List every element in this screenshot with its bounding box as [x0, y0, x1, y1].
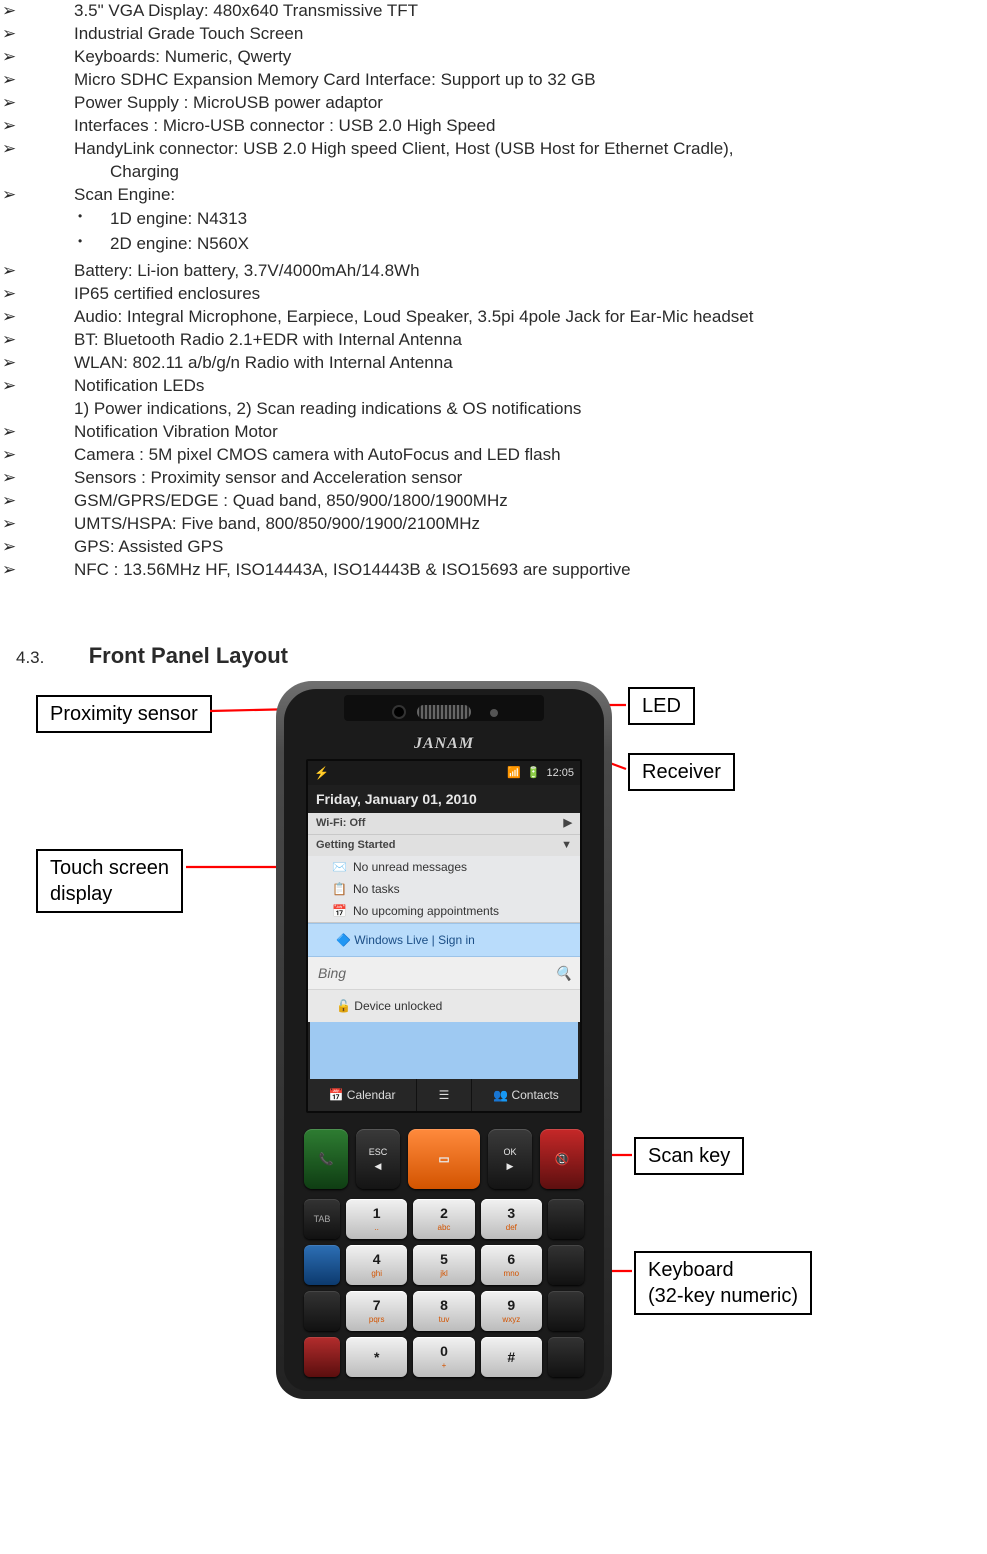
spec-item: ➢GSM/GPRS/EDGE : Quad band, 850/900/1800… — [0, 490, 987, 513]
num-key: 5jkl — [413, 1245, 474, 1285]
spec-item: ➢Micro SDHC Expansion Memory Card Interf… — [0, 69, 987, 92]
battery-icon: 🔋 — [527, 766, 541, 781]
spec-item: ➢NFC : 13.56MHz HF, ISO14443A, ISO14443B… — [0, 559, 987, 582]
side-key — [548, 1199, 584, 1239]
num-key: 7pqrs — [346, 1291, 407, 1331]
callout-keyboard: Keyboard (32-key numeric) — [634, 1251, 812, 1315]
esc-key: ESC◀ — [356, 1129, 400, 1189]
softkey-right: 👥 Contacts — [472, 1079, 580, 1111]
spec-item: ➢UMTS/HSPA: Five band, 800/850/900/1900/… — [0, 513, 987, 536]
spec-item: ➢BT: Bluetooth Radio 2.1+EDR with Intern… — [0, 329, 987, 352]
lock-icon: 🔓 — [336, 998, 351, 1014]
spec-item: ➢Keyboards: Numeric, Qwerty — [0, 46, 987, 69]
earpiece-grille — [417, 705, 471, 719]
spec-list: ➢3.5" VGA Display: 480x640 Transmissive … — [0, 0, 987, 581]
chevron-right-icon: ▶ — [564, 816, 572, 831]
spec-item: ➢Sensors : Proximity sensor and Accelera… — [0, 467, 987, 490]
wifi-label: Wi-Fi: Off — [316, 816, 365, 831]
softkey-bar: 📅 Calendar ☰ 👥 Contacts — [308, 1079, 580, 1111]
spec-item: ➢HandyLink connector: USB 2.0 High speed… — [0, 138, 987, 161]
tasks-text: No tasks — [353, 881, 400, 897]
spec-item: ➢Industrial Grade Touch Screen — [0, 23, 987, 46]
upcoming-text: No upcoming appointments — [353, 903, 499, 919]
spec-item: ➢Notification Vibration Motor — [0, 421, 987, 444]
ok-key: OK▶ — [488, 1129, 532, 1189]
touch-screen: ⚡ 📶 🔋 12:05 Friday, January 01, 2010 Wi-… — [306, 759, 582, 1113]
end-key: 📵 — [540, 1129, 584, 1189]
spec-item: ➢Scan Engine: — [0, 184, 987, 207]
spec-item: ➢Audio: Integral Microphone, Earpiece, L… — [0, 306, 987, 329]
callout-proximity: Proximity sensor — [36, 695, 212, 733]
side-key: TAB — [304, 1199, 340, 1239]
call-key: 📞 — [304, 1129, 348, 1189]
spec-item: ➢GPS: Assisted GPS — [0, 536, 987, 559]
num-key: 2abc — [413, 1199, 474, 1239]
scan-key: ▭ — [408, 1129, 480, 1189]
spec-item: ➢Power Supply : MicroUSB power adaptor — [0, 92, 987, 115]
callout-scan-key: Scan key — [634, 1137, 744, 1175]
numeric-keys: TAB1..2abc3def 4ghi5jkl6mno 7pqrs8tuv9wxyz… — [304, 1199, 584, 1377]
section-number: 4.3. — [16, 647, 84, 670]
num-key: 0+ — [413, 1337, 474, 1377]
getting-started-label: Getting Started — [316, 838, 395, 853]
spec-sub-item: •1D engine: N4313 — [0, 208, 987, 231]
spec-item: ➢IP65 certified enclosures — [0, 283, 987, 306]
num-key: 9wxyz — [481, 1291, 542, 1331]
date-bar: Friday, January 01, 2010 — [308, 785, 580, 813]
search-icon: 🔍 — [555, 964, 572, 983]
spec-item: ➢Battery: Li-ion battery, 3.7V/4000mAh/1… — [0, 260, 987, 283]
side-key — [548, 1245, 584, 1285]
bing-label: Bing — [318, 964, 346, 983]
side-key — [304, 1291, 340, 1331]
unlocked-text: Device unlocked — [354, 998, 442, 1014]
chevron-down-icon: ▼ — [561, 838, 572, 853]
keypad-area: 📞 ESC◀ ▭ OK▶ 📵 TAB1..2abc3def 4ghi5jkl6mn… — [304, 1129, 584, 1377]
winlive-text: Windows Live | Sign in — [354, 932, 475, 948]
side-key — [304, 1245, 340, 1285]
unread-text: No unread messages — [353, 859, 467, 875]
num-key: 8tuv — [413, 1291, 474, 1331]
start-icon: ⚡ — [314, 765, 329, 781]
softkey-mid-icon: ☰ — [439, 1087, 450, 1103]
brand-logo: JANAM — [284, 733, 604, 755]
spec-item: ➢3.5" VGA Display: 480x640 Transmissive … — [0, 0, 987, 23]
num-key: 3def — [481, 1199, 542, 1239]
spec-item: ➢Camera : 5M pixel CMOS camera with Auto… — [0, 444, 987, 467]
section-title: Front Panel Layout — [89, 643, 288, 668]
spec-item-cont: Charging — [0, 161, 987, 184]
callout-receiver: Receiver — [628, 753, 735, 791]
num-key: 6mno — [481, 1245, 542, 1285]
callout-touch-screen: Touch screen display — [36, 849, 183, 913]
softkey-left: 📅 Calendar — [308, 1079, 417, 1111]
device: JANAM ⚡ 📶 🔋 12:05 Friday, January 01, 20… — [276, 681, 612, 1399]
spec-item: ➢Notification LEDs — [0, 375, 987, 398]
side-key — [304, 1337, 340, 1377]
front-panel-diagram: Proximity sensor LED Receiver Touch scre… — [0, 681, 987, 1481]
spec-sub-item: •2D engine: N560X — [0, 233, 987, 256]
side-key — [548, 1337, 584, 1377]
num-key: 4ghi — [346, 1245, 407, 1285]
winlive-icon: 🔷 — [336, 932, 351, 948]
clock-text: 12:05 — [546, 766, 574, 781]
num-key: 1.. — [346, 1199, 407, 1239]
section-heading: 4.3. Front Panel Layout — [0, 641, 987, 671]
tasks-icon: 📋 — [332, 881, 347, 897]
signal-icon: 📶 — [507, 766, 521, 781]
side-key — [548, 1291, 584, 1331]
spec-item: ➢Interfaces : Micro-USB connector : USB … — [0, 115, 987, 138]
spec-item: ➢WLAN: 802.11 a/b/g/n Radio with Interna… — [0, 352, 987, 375]
num-key: * — [346, 1337, 407, 1377]
num-key: # — [481, 1337, 542, 1377]
mail-icon: ✉️ — [332, 859, 347, 875]
callout-led: LED — [628, 687, 695, 725]
spec-item-extra: 1) Power indications, 2) Scan reading in… — [0, 398, 987, 421]
calendar-icon: 📅 — [332, 903, 347, 919]
status-bar: ⚡ 📶 🔋 12:05 — [308, 761, 580, 785]
